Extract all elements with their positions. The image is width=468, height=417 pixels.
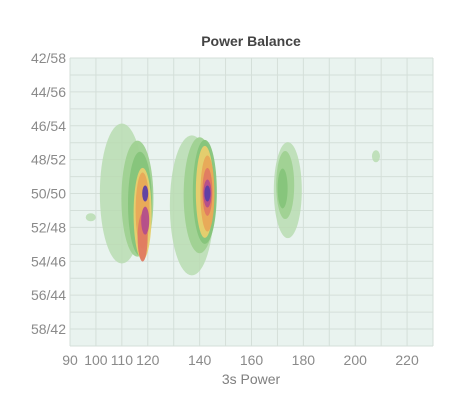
density-contour — [141, 206, 150, 235]
density-contour — [204, 185, 211, 202]
y-tick-label: 54/46 — [31, 253, 66, 269]
density-contours — [85, 123, 380, 276]
y-tick-label: 50/50 — [31, 186, 66, 202]
x-tick-label: 120 — [136, 352, 160, 368]
x-tick-label: 180 — [292, 352, 316, 368]
x-tick-label: 200 — [344, 352, 368, 368]
x-tick-label: 110 — [111, 352, 134, 368]
x-axis-label: 3s Power — [222, 371, 281, 387]
y-axis-ticks: 42/58 44/56 46/54 48/52 50/50 52/48 54/46 56/44… — [31, 50, 66, 337]
x-tick-label: 90 — [62, 352, 78, 368]
density-contour — [371, 150, 380, 163]
y-tick-label: 46/54 — [31, 118, 66, 134]
y-tick-label: 56/44 — [31, 287, 66, 303]
x-tick-label: 160 — [240, 352, 264, 368]
y-tick-label: 44/56 — [31, 84, 66, 100]
x-tick-label: 100 — [84, 352, 108, 368]
x-tick-label: 220 — [395, 352, 419, 368]
density-contour — [85, 213, 96, 222]
density-contour — [142, 185, 149, 202]
x-tick-label: 140 — [188, 352, 212, 368]
y-tick-label: 48/52 — [31, 152, 66, 168]
x-axis-ticks: 90 100 110 120 140 160 180 200 220 — [62, 352, 419, 368]
y-tick-label: 58/42 — [31, 321, 66, 337]
chart-title: Power Balance — [201, 33, 301, 49]
y-tick-label: 52/48 — [31, 219, 66, 235]
density-contour — [277, 168, 288, 209]
y-tick-label: 42/58 — [31, 50, 66, 66]
